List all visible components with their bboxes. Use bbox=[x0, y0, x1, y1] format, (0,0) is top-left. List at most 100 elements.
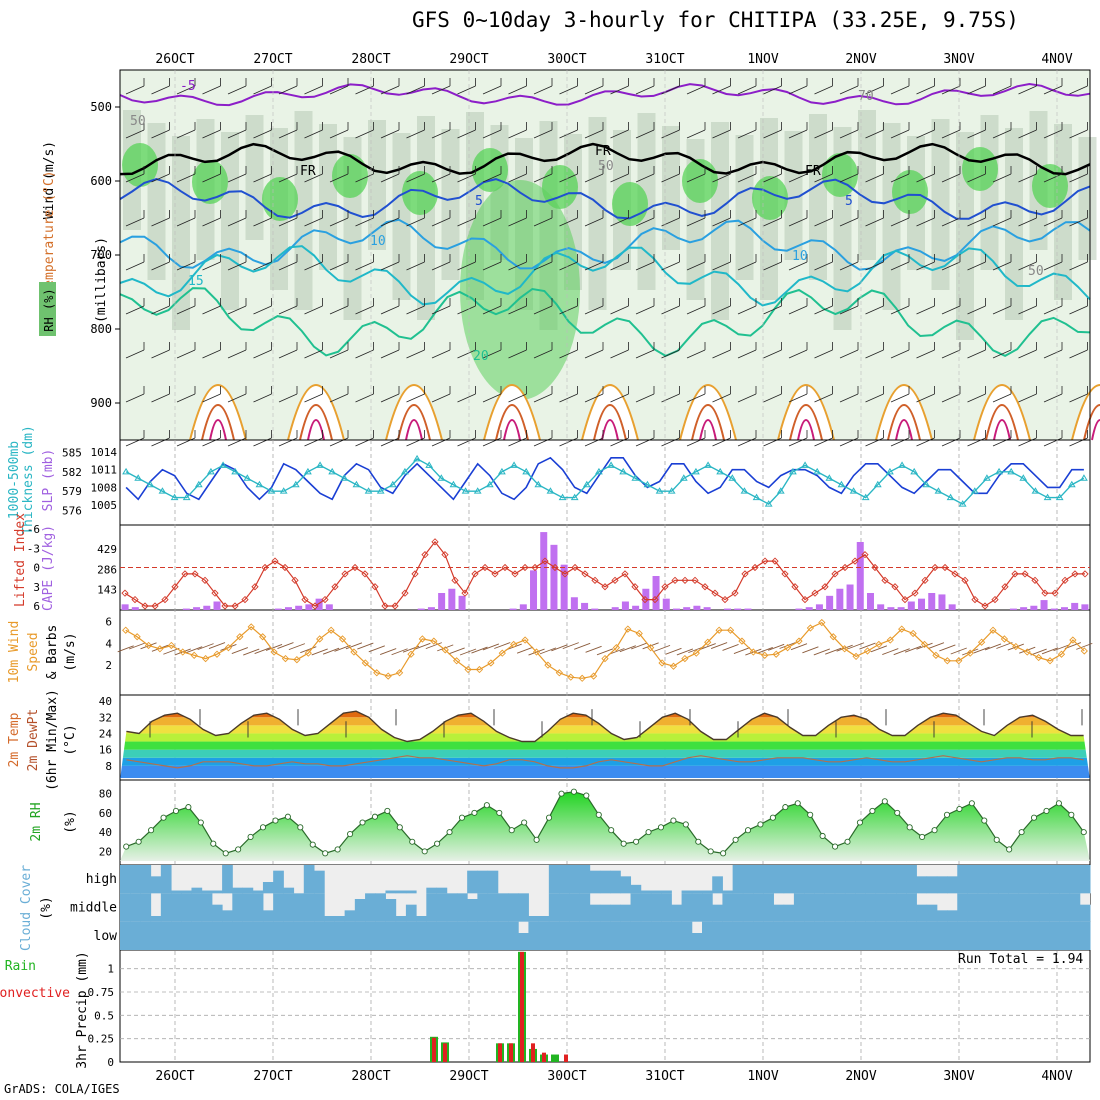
lifted-index-marker bbox=[491, 570, 499, 578]
upper-wind-barb bbox=[865, 129, 884, 139]
wind-barb bbox=[437, 644, 454, 652]
precip-convective-bar bbox=[520, 951, 524, 1062]
upper-wind-barb bbox=[457, 85, 476, 95]
cloud-bar-middle bbox=[375, 893, 386, 922]
cape-bar bbox=[325, 604, 333, 610]
thickness-marker bbox=[837, 480, 846, 488]
cloud-level-label: high bbox=[86, 872, 117, 887]
temp-color-band bbox=[120, 741, 1090, 750]
cloud-bar-low bbox=[303, 921, 315, 950]
upper-wind-barb bbox=[1069, 305, 1088, 315]
cloud-bar-high bbox=[855, 865, 866, 894]
wind-barb bbox=[802, 646, 819, 654]
cloud-bar-middle bbox=[1069, 893, 1081, 922]
upper-boundary-layer-arc bbox=[581, 384, 639, 441]
date-label-bottom: 29OCT bbox=[449, 1069, 488, 1084]
lifted-index-tick-label: -6 bbox=[27, 523, 40, 536]
wind-speed-marker bbox=[179, 648, 187, 656]
wind-speed-marker bbox=[259, 633, 267, 641]
upper-wind-barb bbox=[788, 305, 808, 315]
lifted-index-marker bbox=[541, 557, 549, 565]
rh-marker bbox=[919, 833, 926, 840]
upper-wind-barb bbox=[125, 261, 145, 271]
cloud-bar-high bbox=[661, 890, 672, 894]
wind-barb bbox=[665, 647, 682, 655]
precip-tick-label: 0.25 bbox=[88, 1033, 115, 1046]
cloud-bar-high bbox=[824, 865, 836, 894]
lifted-index-marker bbox=[931, 563, 939, 572]
wind-barb bbox=[574, 642, 591, 650]
lifted-index-marker bbox=[371, 583, 379, 591]
thickness-marker bbox=[158, 487, 167, 494]
wind-barb bbox=[459, 648, 477, 656]
wind-speed-marker bbox=[692, 649, 700, 657]
lifted-index-marker bbox=[781, 570, 789, 578]
wind-barb bbox=[722, 644, 739, 651]
upper-wind-barb bbox=[1043, 393, 1063, 403]
upper-wind-barb bbox=[559, 129, 578, 139]
wind-speed-marker bbox=[430, 637, 438, 645]
wind-speed-marker bbox=[589, 672, 598, 680]
upper-boundary-layer-arc bbox=[973, 384, 1031, 441]
upper-wind-barb bbox=[584, 393, 604, 403]
cloud-bar-high bbox=[630, 884, 642, 894]
upper-wind-barb bbox=[992, 129, 1012, 139]
upper-rh-band bbox=[441, 129, 460, 280]
upper-wind-barb bbox=[227, 129, 247, 139]
upper-wind-barb bbox=[482, 261, 502, 271]
cloud-bar-low bbox=[497, 921, 509, 950]
upper-wind-barb bbox=[788, 173, 808, 183]
upper-wind-barb bbox=[559, 393, 578, 403]
cloud-bar-middle bbox=[987, 893, 999, 922]
wind-speed-marker bbox=[955, 657, 963, 665]
cloud-bar-low bbox=[620, 921, 632, 950]
thickness-marker bbox=[498, 467, 506, 475]
cloud-bar-high bbox=[477, 870, 489, 894]
cloud-bar-low bbox=[262, 921, 274, 950]
cloud-bar-low bbox=[446, 921, 458, 950]
cloud-bar-middle bbox=[967, 893, 979, 922]
cloud-bar-low bbox=[314, 921, 325, 950]
upper-wind-barb bbox=[202, 393, 221, 403]
cloud-bar-middle bbox=[896, 893, 907, 922]
thickness-marker bbox=[813, 467, 822, 475]
upper-contour-label: 70 bbox=[858, 89, 874, 104]
cloud-bar-middle bbox=[283, 893, 295, 922]
cape-bar bbox=[672, 608, 680, 610]
thickness-marker bbox=[243, 474, 252, 481]
cloud-bar-low bbox=[579, 921, 591, 950]
thickness-marker bbox=[679, 474, 688, 481]
cloud-bar-high bbox=[232, 887, 244, 894]
wind-speed-marker bbox=[829, 633, 837, 641]
upper-wind-barb bbox=[941, 217, 961, 227]
cloud-bar-high bbox=[283, 887, 295, 894]
upper-wind-barb bbox=[202, 85, 221, 95]
rh-marker bbox=[521, 819, 528, 826]
upper-wind-barb bbox=[814, 173, 833, 183]
upper-contour-label: FR bbox=[300, 164, 316, 179]
lifted-index-marker bbox=[351, 563, 359, 572]
wind-speed-marker bbox=[304, 649, 312, 657]
wind-barb bbox=[334, 644, 351, 652]
cloud-bar-middle bbox=[640, 893, 652, 922]
thickness-marker bbox=[522, 467, 531, 475]
wind-speed-marker bbox=[635, 629, 643, 638]
cape-bar bbox=[1009, 608, 1017, 610]
wind-barb bbox=[1019, 646, 1036, 654]
cloud-bar-high bbox=[640, 890, 652, 894]
thickness-marker bbox=[1007, 467, 1016, 475]
wind-barb bbox=[254, 647, 271, 654]
cloud-bar-middle bbox=[834, 893, 846, 922]
thickness-marker bbox=[485, 480, 494, 488]
upper-isotherm bbox=[119, 245, 1091, 307]
upper-rh-band bbox=[735, 135, 754, 280]
upper-wind-barb bbox=[865, 261, 884, 271]
cloud-bar-middle bbox=[957, 893, 968, 922]
cloud-bar-middle bbox=[589, 904, 601, 922]
cloud-bar-middle bbox=[998, 893, 1009, 922]
upper-wind-barb bbox=[1069, 393, 1088, 403]
temp-tick-label: 8 bbox=[105, 760, 112, 773]
thickness-marker bbox=[740, 487, 749, 494]
cloud-bar-middle bbox=[1079, 904, 1091, 922]
rh-marker bbox=[695, 838, 702, 845]
